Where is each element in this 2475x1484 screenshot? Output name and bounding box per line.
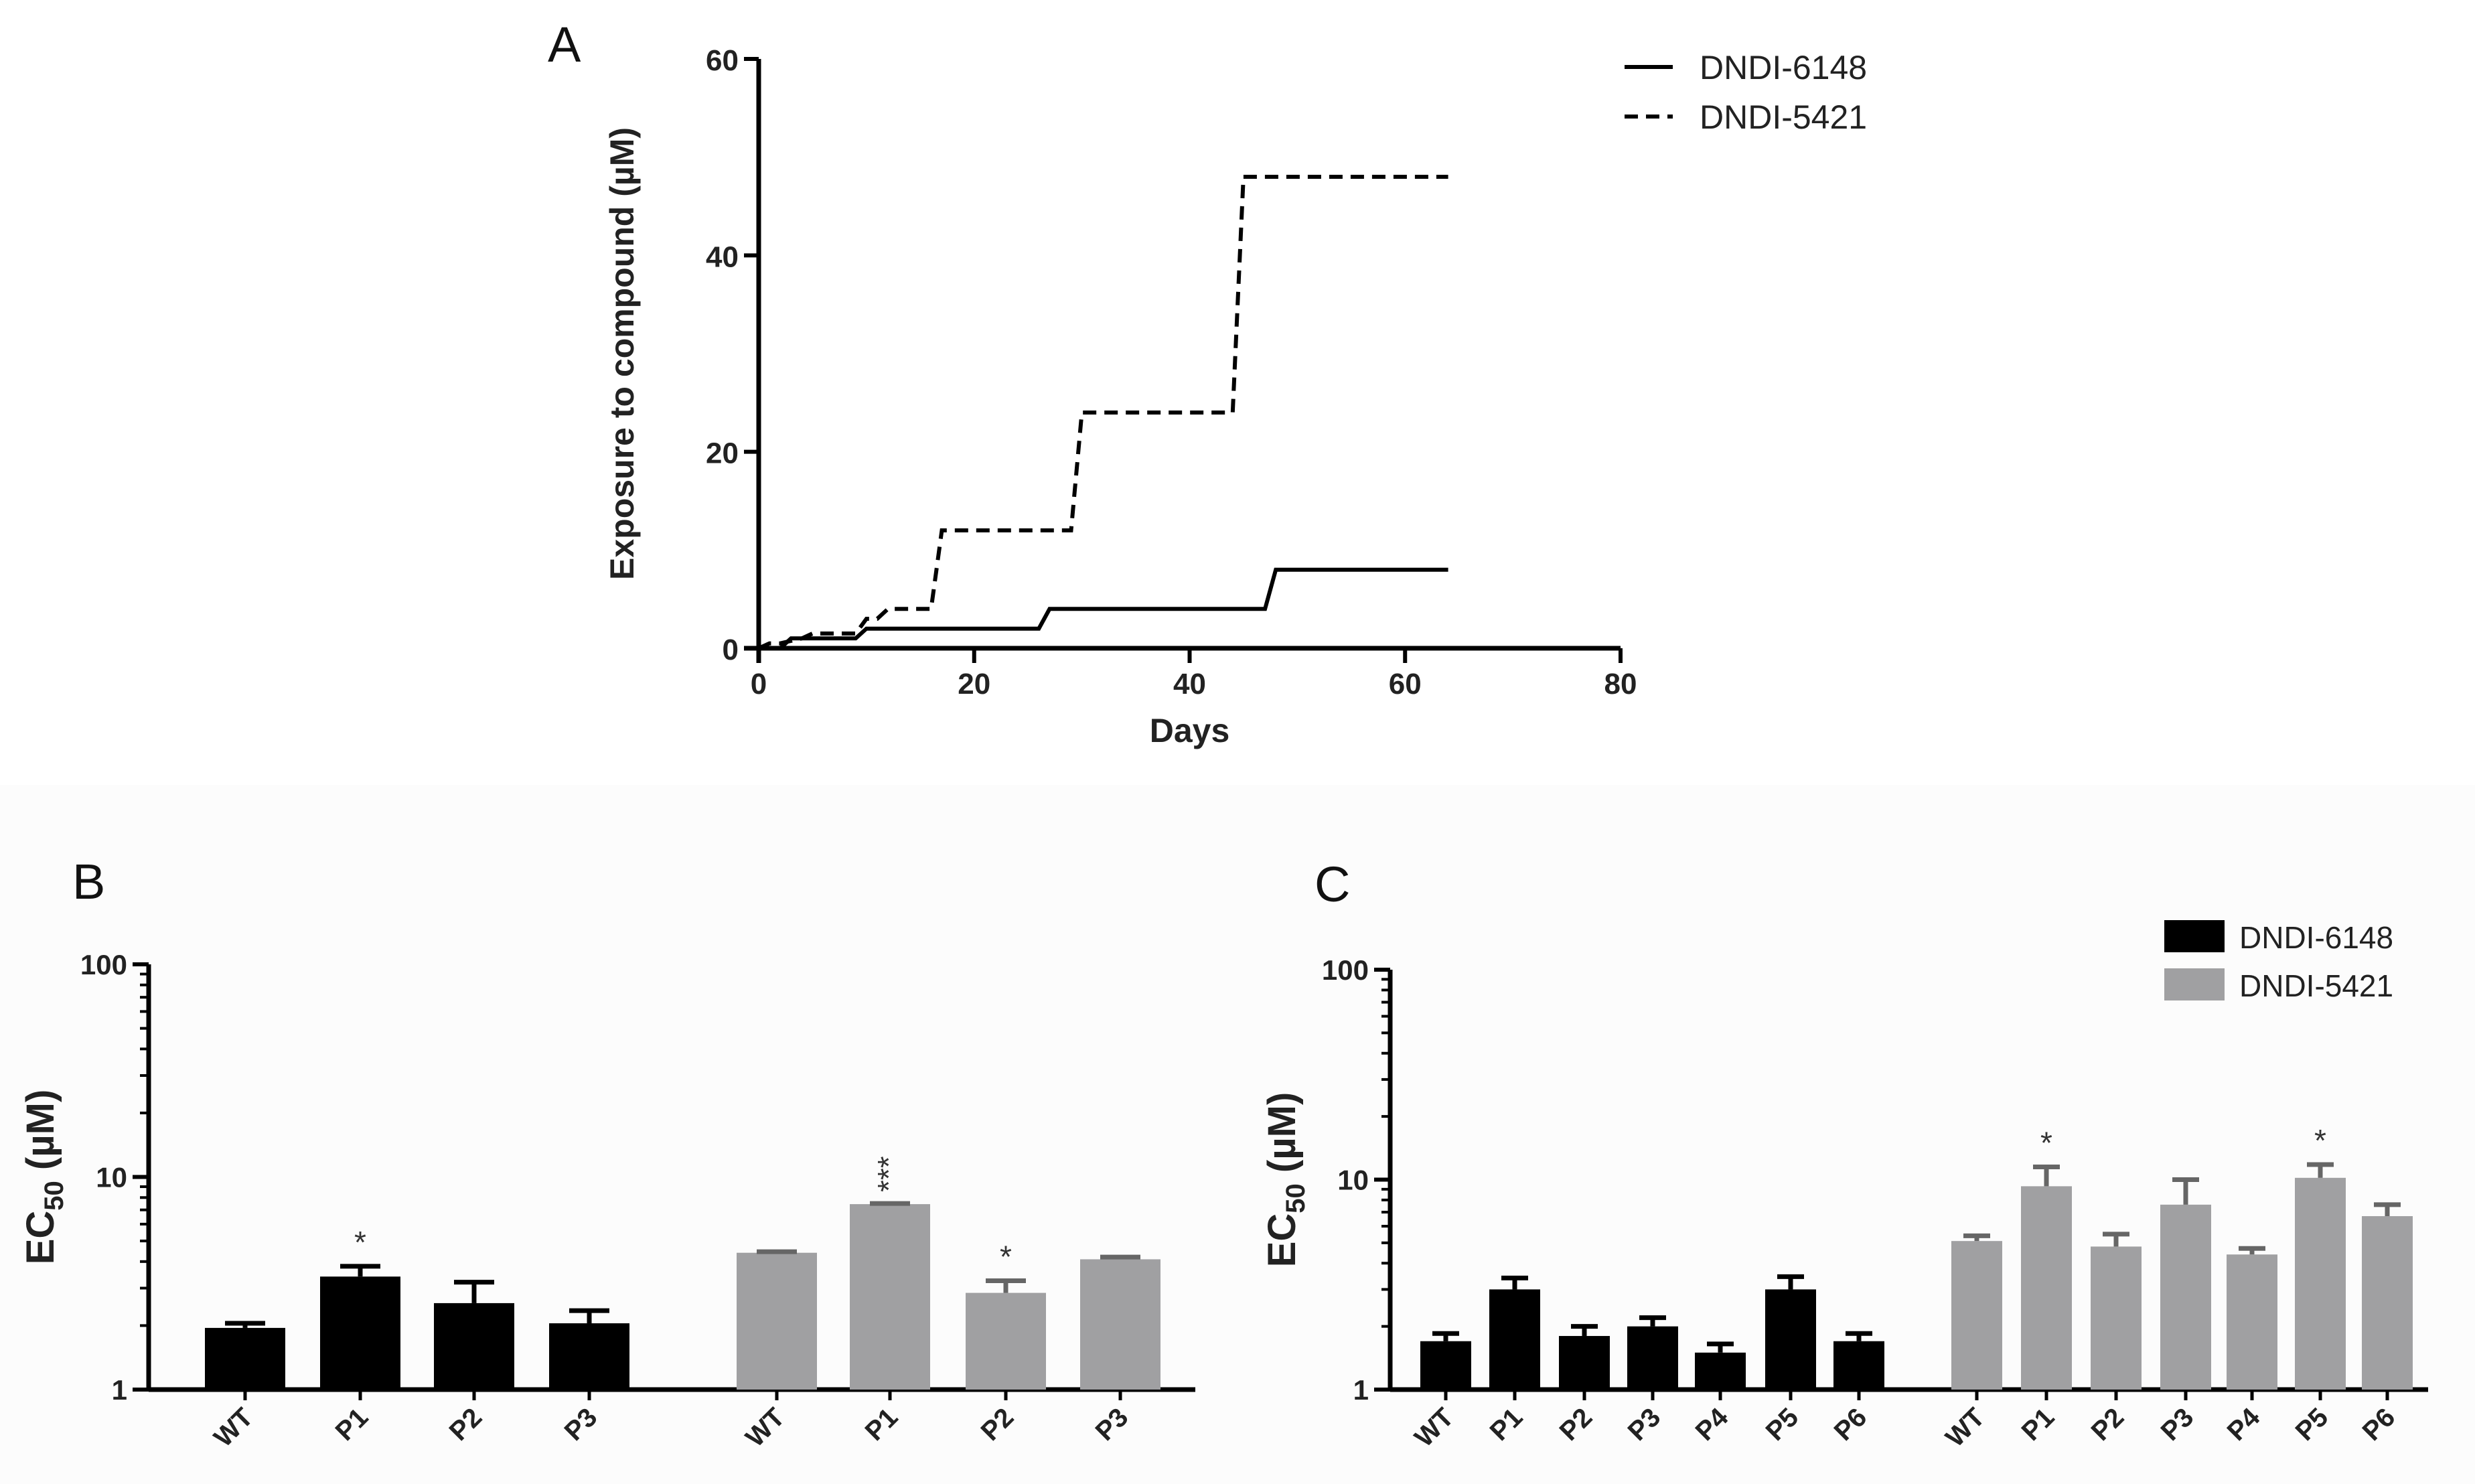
legend-label: DNDI-5421	[1700, 98, 1867, 136]
x-tick-label: 0	[751, 668, 767, 700]
bar-dndi-6148-p5	[1765, 1289, 1816, 1390]
significance-marker: *	[354, 1225, 366, 1260]
y-tick-label: 1	[1353, 1374, 1369, 1406]
bar-dndi-6148-p2	[1559, 1335, 1610, 1390]
x-tick-label: 80	[1604, 668, 1637, 700]
bar-dndi-5421-p6	[2362, 1216, 2413, 1390]
y-tick-label: 100	[1322, 954, 1369, 986]
y-tick-label: 10	[96, 1162, 127, 1193]
x-axis-title: Days	[1150, 712, 1230, 749]
bar-dndi-6148-p1	[320, 1276, 400, 1390]
bar-dndi-6148-p2	[434, 1303, 514, 1390]
bar-dndi-6148-wt	[205, 1327, 285, 1390]
bar-dndi-5421-p4	[2227, 1254, 2277, 1390]
y-tick-label: 60	[706, 44, 739, 77]
y-tick-label: 100	[80, 949, 127, 980]
y-tick-label: 1	[112, 1374, 127, 1406]
significance-marker: ***	[871, 1156, 906, 1192]
y-axis-title: Exposure to compound (µM)	[603, 127, 641, 580]
y-tick-label: 10	[1337, 1165, 1369, 1196]
bar-dndi-5421-wt	[737, 1252, 817, 1390]
bar-dndi-6148-p1	[1489, 1289, 1540, 1390]
significance-marker: *	[2040, 1125, 2052, 1160]
legend-label: DNDI-6148	[2239, 920, 2393, 955]
bar-dndi-5421-p3	[1080, 1259, 1160, 1390]
y-tick-label: 40	[706, 240, 739, 273]
legend-label: DNDI-5421	[2239, 968, 2393, 1003]
bar-dndi-6148-p6	[1833, 1341, 1884, 1390]
legend-swatch	[2164, 920, 2225, 952]
x-tick-label: 40	[1173, 668, 1206, 700]
x-tick-label: 60	[1389, 668, 1422, 700]
significance-marker: *	[2314, 1123, 2326, 1158]
legend-label: DNDI-6148	[1700, 49, 1867, 86]
panel-label: B	[72, 854, 105, 909]
bar-dndi-5421-p2	[2091, 1246, 2142, 1390]
significance-marker: *	[1000, 1239, 1012, 1274]
bar-dndi-6148-wt	[1420, 1341, 1471, 1390]
series-line-dndi-5421	[757, 175, 1448, 650]
bar-dndi-5421-p2	[966, 1292, 1046, 1390]
bar-dndi-5421-p5	[2295, 1177, 2346, 1390]
legend-swatch	[2164, 968, 2225, 1000]
bar-dndi-6148-p4	[1695, 1352, 1746, 1390]
bar-dndi-5421-p1	[2021, 1186, 2072, 1390]
y-axis-title: EC50 (µM)	[1260, 1092, 1310, 1268]
panel-label: C	[1315, 857, 1350, 912]
bar-dndi-5421-wt	[1951, 1241, 2002, 1390]
bar-dndi-6148-p3	[549, 1323, 629, 1390]
y-axis-title: EC50 (µM)	[19, 1090, 69, 1265]
bar-dndi-5421-p3	[2160, 1204, 2211, 1390]
bar-dndi-5421-p1	[850, 1204, 930, 1390]
panel-a: A 0 20 40 60 0 20 40 60 80 Days Exposure to compoun…	[548, 17, 1867, 749]
y-tick-label: 0	[723, 634, 739, 666]
x-tick-label: 20	[958, 668, 990, 700]
bar-dndi-6148-p3	[1627, 1326, 1678, 1390]
y-tick-label: 20	[706, 437, 739, 470]
panel-label: A	[548, 17, 581, 72]
